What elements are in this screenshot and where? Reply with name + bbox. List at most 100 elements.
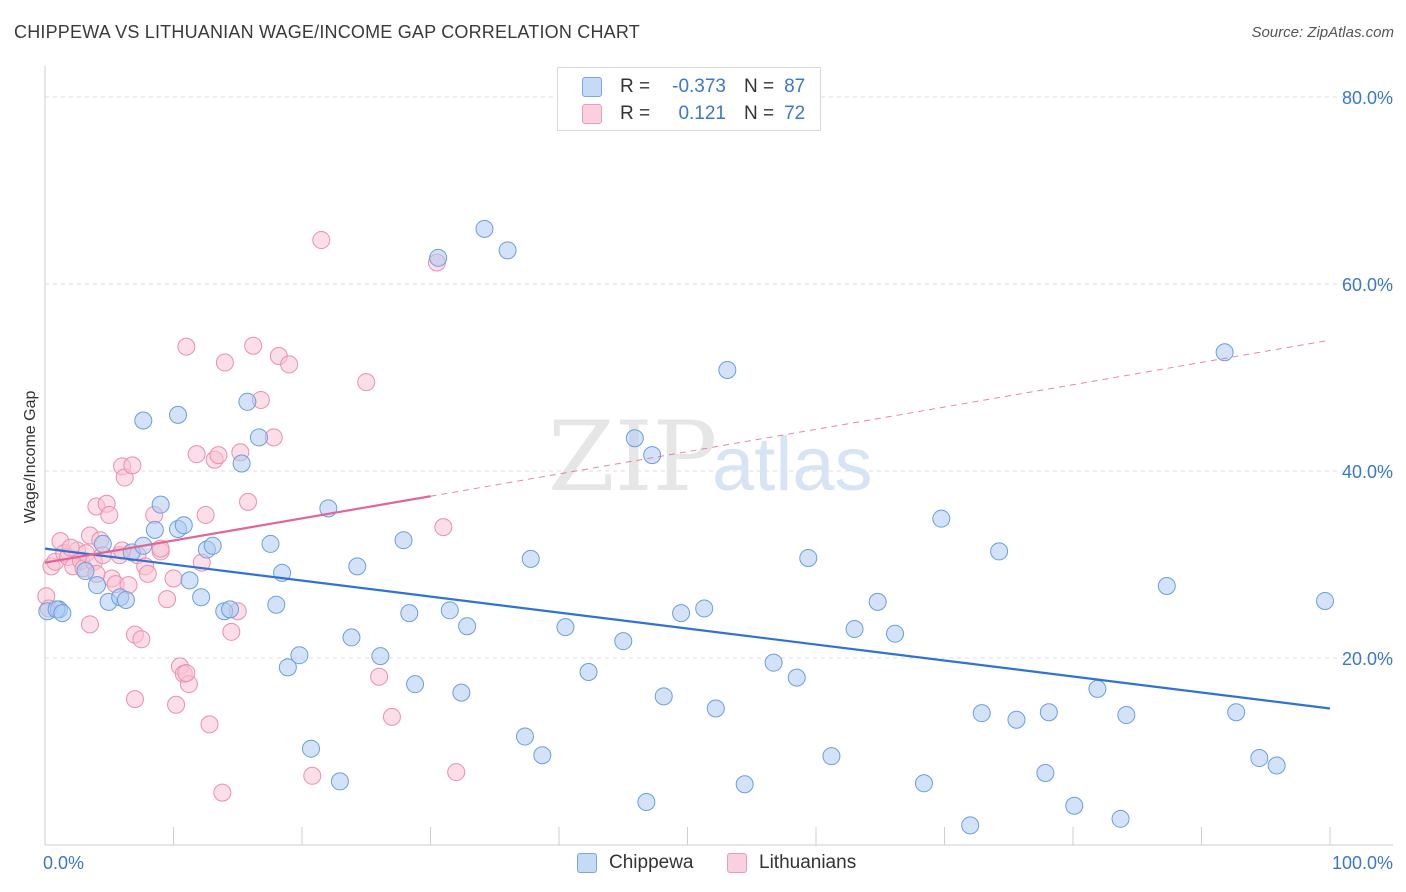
point-chippewa: [180, 571, 199, 590]
point-chippewa: [1215, 343, 1234, 362]
legend: R = -0.373 N = 87 R = 0.121 N = 72: [557, 67, 821, 131]
series-lithuanians-points: [37, 231, 466, 802]
point-chippewa: [440, 601, 459, 620]
legend-r-value: 0.121: [678, 103, 726, 124]
point-chippewa: [533, 746, 552, 765]
bottom-legend-label-lithuanians: Lithuanians: [759, 852, 857, 873]
point-chippewa: [342, 628, 361, 647]
point-chippewa: [932, 509, 951, 528]
legend-swatch-chippewa: [582, 77, 602, 97]
point-lithuanians: [239, 492, 258, 511]
watermark-atlas: atlas: [712, 422, 873, 507]
legend-n-value: 87: [784, 76, 806, 97]
legend-r-label: R =: [620, 103, 651, 124]
point-chippewa: [267, 595, 286, 614]
point-chippewa: [787, 668, 806, 687]
point-chippewa: [845, 620, 864, 639]
point-chippewa: [232, 454, 251, 473]
point-chippewa: [221, 600, 240, 619]
legend-r-label: R =: [620, 76, 651, 97]
y-tick-label: 60.0%: [1342, 275, 1393, 295]
point-chippewa: [371, 647, 390, 666]
point-chippewa: [515, 727, 534, 746]
trendline-lithuanians: [44, 495, 431, 564]
point-chippewa: [914, 774, 933, 793]
point-chippewa: [799, 548, 818, 567]
legend-row-lithuanians: R = 0.121 N = 72: [558, 101, 805, 127]
point-lithuanians: [370, 667, 389, 686]
point-chippewa: [53, 604, 72, 623]
point-chippewa: [868, 592, 887, 611]
point-chippewa: [458, 617, 477, 636]
point-chippewa: [400, 604, 419, 623]
point-chippewa: [764, 653, 783, 672]
trend-lines: [44, 339, 1331, 710]
point-lithuanians: [80, 615, 99, 634]
point-chippewa: [116, 591, 135, 610]
point-chippewa: [348, 557, 367, 576]
point-chippewa: [88, 576, 107, 595]
point-chippewa: [475, 219, 494, 238]
point-lithuanians: [158, 590, 177, 609]
tick-labels: 20.0% 40.0% 60.0% 80.0% 0.0% 100.0%: [43, 88, 1393, 873]
point-chippewa: [429, 248, 448, 267]
point-chippewa: [1088, 679, 1107, 698]
point-chippewa: [1250, 749, 1269, 768]
trendline-lithuanians-extension: [430, 339, 1331, 497]
point-chippewa: [643, 446, 662, 465]
point-chippewa: [1036, 764, 1055, 783]
point-chippewa: [1007, 710, 1026, 729]
point-chippewa: [168, 405, 187, 424]
point-chippewa: [238, 392, 257, 411]
point-chippewa: [278, 658, 297, 677]
point-chippewa: [498, 241, 517, 260]
point-chippewa: [718, 361, 737, 380]
point-chippewa: [886, 624, 905, 643]
point-lithuanians: [196, 505, 215, 524]
point-chippewa: [990, 542, 1009, 561]
point-chippewa: [1316, 591, 1334, 610]
point-chippewa: [1065, 796, 1084, 815]
point-lithuanians: [312, 231, 331, 250]
legend-r-value: -0.373: [672, 76, 726, 97]
point-lithuanians: [303, 766, 322, 785]
point-chippewa: [290, 646, 309, 665]
point-chippewa: [654, 687, 673, 706]
point-chippewa: [452, 683, 471, 702]
point-chippewa: [406, 675, 425, 694]
y-tick-label: 40.0%: [1342, 462, 1393, 482]
point-lithuanians: [167, 695, 186, 714]
point-chippewa: [521, 549, 540, 568]
point-chippewa: [330, 772, 349, 791]
point-chippewa: [637, 792, 656, 811]
point-chippewa: [695, 599, 714, 618]
point-chippewa: [174, 516, 193, 535]
watermark: ZIP atlas: [548, 401, 873, 513]
point-chippewa: [706, 699, 725, 718]
point-lithuanians: [123, 456, 142, 475]
point-chippewa: [1039, 703, 1058, 722]
point-chippewa: [1267, 756, 1286, 775]
point-chippewa: [614, 632, 633, 651]
point-chippewa: [556, 618, 575, 637]
point-lithuanians: [382, 707, 401, 726]
legend-n-label: N =: [744, 103, 775, 124]
bottom-legend-lithuanians: Lithuanians: [727, 852, 856, 874]
chart-title: CHIPPEWA VS LITHUANIAN WAGE/INCOME GAP C…: [14, 22, 640, 42]
point-chippewa: [1117, 706, 1136, 725]
y-tick-label: 80.0%: [1342, 88, 1393, 108]
bottom-legend-chippewa: Chippewa: [577, 852, 694, 874]
point-chippewa: [145, 520, 164, 539]
point-chippewa: [579, 663, 598, 682]
point-lithuanians: [200, 715, 219, 734]
y-axis-label: Wage/Income Gap: [22, 391, 39, 524]
point-chippewa: [625, 429, 644, 448]
point-chippewa: [192, 588, 211, 607]
point-lithuanians: [434, 518, 453, 537]
legend-n-label: N =: [744, 76, 775, 97]
point-chippewa: [1111, 809, 1130, 828]
point-chippewa: [93, 534, 112, 553]
point-chippewa: [203, 536, 222, 555]
axes: [44, 66, 1393, 846]
